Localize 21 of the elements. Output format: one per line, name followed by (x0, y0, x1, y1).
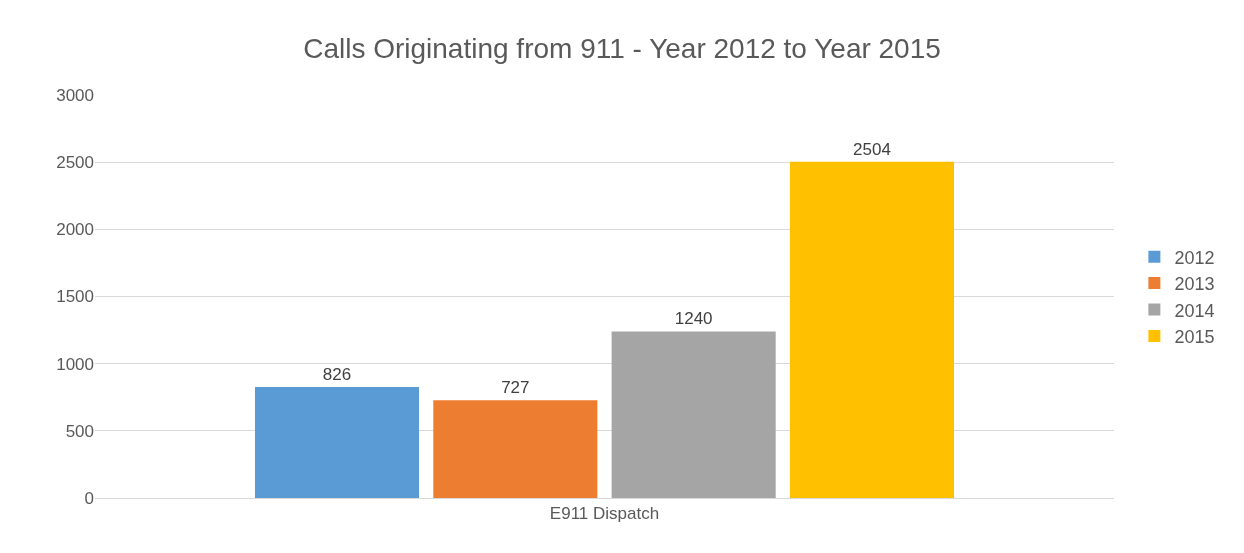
legend-label: 2015 (1174, 326, 1215, 347)
x-tick-label: E911 Dispatch (549, 504, 660, 524)
data-label: 1240 (674, 309, 713, 329)
legend-label: 2012 (1174, 247, 1215, 268)
bar (433, 400, 598, 498)
data-label: 2504 (853, 139, 891, 159)
bar (254, 387, 420, 498)
y-tick-label: 3000 (56, 85, 94, 105)
y-tick-label: 0 (84, 488, 94, 508)
y-tick-label: 2500 (56, 153, 94, 173)
data-label: 727 (501, 378, 530, 398)
chart-title: Calls Originating from 911 - Year 2012 to Year 2015 (303, 33, 941, 65)
legend-label: 2013 (1174, 274, 1215, 295)
y-tick-label: 500 (65, 421, 94, 441)
y-tick-label: 1500 (56, 287, 94, 307)
legend-label: 2014 (1174, 300, 1215, 321)
y-tick-label: 1000 (56, 354, 94, 374)
bar (611, 331, 776, 498)
y-tick-label: 2000 (56, 220, 94, 240)
bar (789, 161, 955, 498)
data-label: 826 (322, 365, 352, 385)
